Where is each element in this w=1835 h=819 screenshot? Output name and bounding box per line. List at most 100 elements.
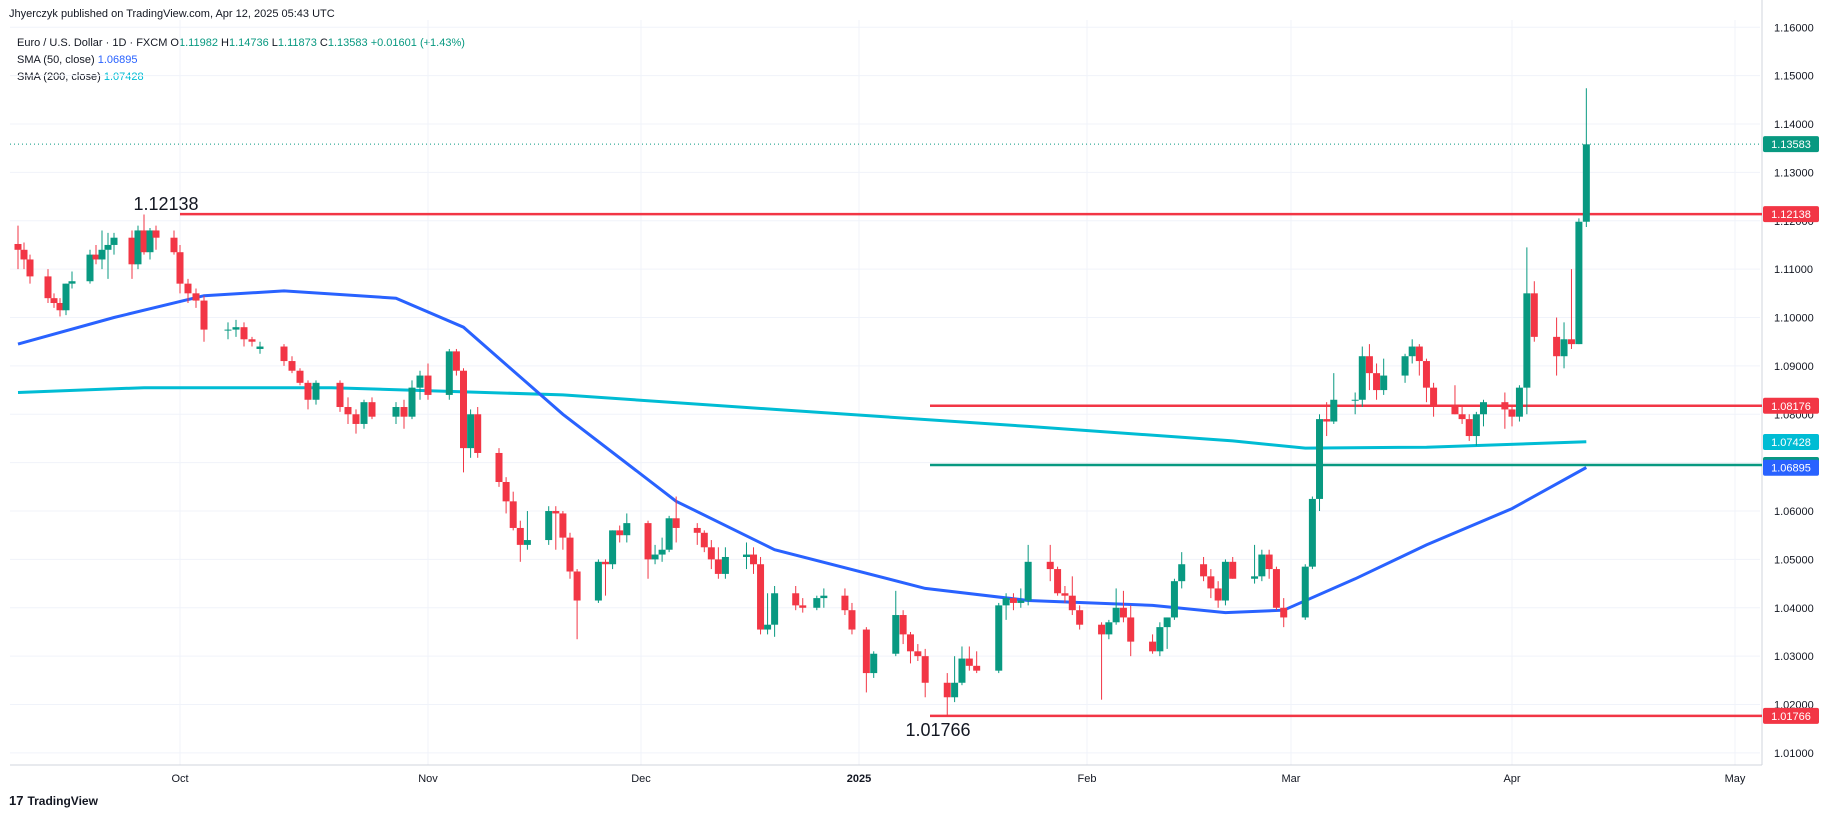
candle-body [573,571,581,601]
candle-body [914,651,922,657]
sma50-value: 1.06895 [97,54,138,66]
candle-body [1301,566,1309,618]
candle-body [672,518,680,528]
y-tick-label: 1.01000 [1774,748,1814,760]
candle-body [502,481,510,502]
candle-body [644,523,652,560]
level-price-badge-bg [1763,397,1819,414]
candle-body [1272,569,1280,608]
candle-body [56,303,64,311]
candle-body [1553,336,1561,357]
candle-body [609,530,617,565]
candle-body [352,414,360,424]
candle-body [495,452,503,482]
low-label: L [271,37,278,49]
candle-body [152,230,160,238]
sma50-line [17,289,1588,615]
level-price-badge: 1.01766 [1771,711,1811,723]
candle-body [344,407,352,415]
candle-body [170,237,178,253]
candle-body [1112,607,1120,623]
candle-body [1251,576,1259,579]
candle-body [416,375,424,388]
candle-body [1170,581,1178,618]
candle-body [1009,598,1017,603]
candle-body [1017,600,1025,603]
candle-body [336,382,344,408]
sma50-row[interactable]: SMA (50, close) 1.06895 [17,52,465,69]
candle-body [1430,387,1438,405]
candle-body [1149,641,1157,652]
candle-body [1119,607,1127,618]
sma50-price-badge-bg [1763,459,1819,476]
candle-body [1365,356,1373,374]
candle-body [545,511,553,541]
candle-body [1024,561,1032,601]
candle-body [862,629,870,674]
x-tick-label: 2025 [847,773,871,785]
sma50-price-badge: 1.06895 [1771,463,1811,475]
candle-body [973,665,981,671]
candle-body [474,414,482,453]
candle-body [1330,399,1338,422]
candle-body [1316,419,1324,499]
candle-body [951,682,959,698]
candle-body [714,559,722,574]
candle-body [240,327,248,340]
candle-body [445,351,453,395]
candle-body [248,339,256,342]
candle-body [452,351,460,371]
x-tick-label: Feb [1078,773,1097,785]
candle-body [1523,293,1531,388]
candle-body [651,554,659,560]
candle-body [1358,356,1366,400]
candle-body [566,537,574,572]
candle-body [792,593,800,606]
candle-body [26,259,34,277]
candle-body [1105,622,1113,635]
candle-body [965,658,973,666]
candle-body [110,237,118,245]
level-annotation: 1.01766 [905,720,970,740]
x-tick-label: Dec [631,773,651,785]
candle-body [1373,373,1381,391]
y-tick-label: 1.10000 [1774,313,1814,325]
sma200-label: SMA (200, close) [17,71,101,83]
candle-body [509,501,517,528]
y-tick-label: 1.05000 [1774,554,1814,566]
candle-body [764,624,772,630]
candle-body [128,237,136,265]
sma200-price-badge-bg [1763,433,1819,450]
publisher-header: Jhyerczyk published on TradingView.com, … [9,8,335,20]
sma50-label: SMA (50, close) [17,54,95,66]
candle-body [1221,561,1229,601]
candle-body [995,605,1003,671]
high-value: 1.14736 [228,37,269,49]
sma200-price-badge: 1.07428 [1771,437,1811,449]
candle-body [707,547,715,560]
sma200-row[interactable]: SMA (200, close) 1.07428 [17,69,465,86]
candle-body [20,249,28,260]
candle-body [104,244,112,250]
candle-body [813,598,821,608]
candle-body [658,549,666,555]
chart-legend: Euro / U.S. Dollar · 1D · FXCM O1.11982 … [17,35,465,86]
last-price-badge: 1.13583 [1771,139,1811,151]
level-price-badge: 1.08176 [1771,401,1811,413]
candle-body [906,634,914,652]
candle-body [594,561,602,601]
level-price-badge-bg [1763,707,1819,724]
candle-body [757,564,765,630]
candle-body [392,407,400,417]
low-value: 1.11873 [277,37,317,49]
price-chart[interactable]: 1.160001.150001.140001.130001.120001.110… [0,0,1835,790]
candle-body [1472,414,1480,437]
candle-body [1258,554,1266,577]
candle-body [1127,617,1135,642]
candle-body [820,595,828,599]
y-tick-label: 1.11000 [1774,264,1813,276]
candle-body [848,610,856,630]
x-tick-label: Apr [1503,773,1520,785]
candle-body [958,658,966,683]
y-tick-label: 1.09000 [1774,361,1814,373]
